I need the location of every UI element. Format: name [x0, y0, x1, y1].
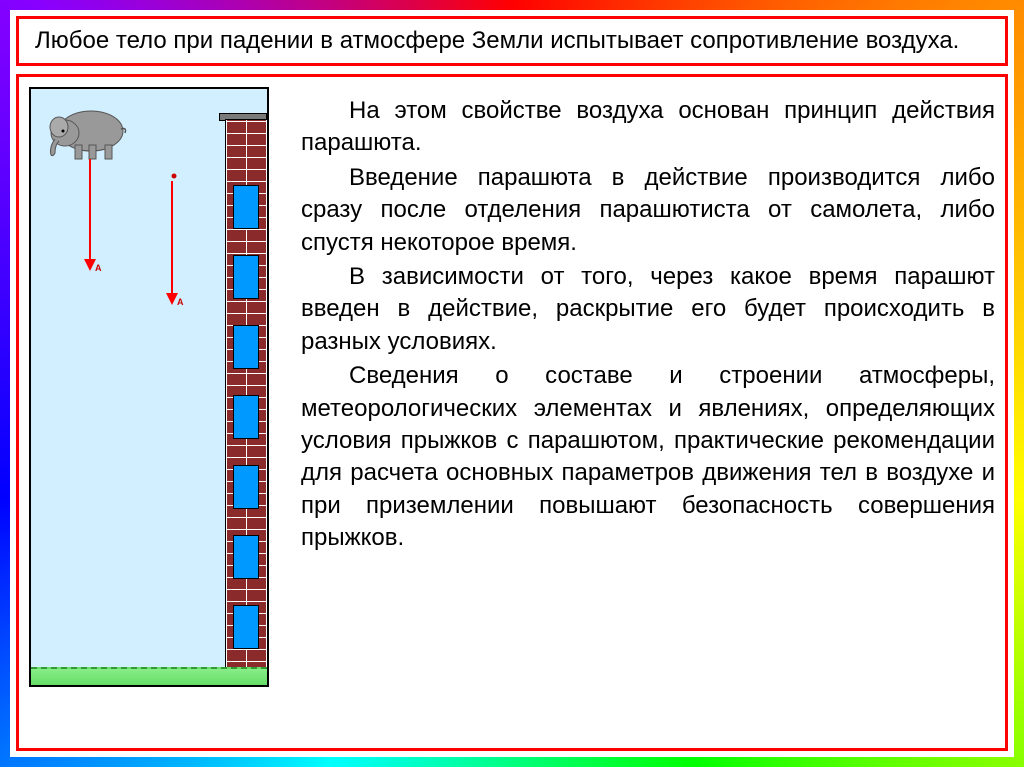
paragraph: Введение парашюта в действие производитс…: [301, 162, 995, 259]
main-content: A A На этом свойстве воздуха основан при…: [16, 74, 1008, 751]
header-box: Любое тело при падении в атмосфере Земли…: [16, 16, 1008, 66]
building-window: [233, 185, 259, 229]
arrow-label: A: [95, 263, 102, 273]
arrow-label: A: [177, 297, 184, 307]
header-text: Любое тело при падении в атмосфере Земли…: [35, 27, 959, 54]
building-window: [233, 325, 259, 369]
fall-arrow: A: [171, 181, 173, 303]
slide-frame: Любое тело при падении в атмосфере Земли…: [0, 0, 1024, 767]
elephant-icon: [41, 103, 131, 163]
building-window: [233, 395, 259, 439]
fall-arrow: A: [89, 159, 91, 269]
paragraph: На этом свойстве воздуха основан принцип…: [301, 95, 995, 160]
slide-content: Любое тело при падении в атмосфере Земли…: [10, 10, 1014, 757]
physics-diagram: A A: [29, 87, 269, 687]
building-window: [233, 465, 259, 509]
body-text: На этом свойстве воздуха основан принцип…: [301, 87, 995, 738]
paragraph: В зависимости от того, через какое время…: [301, 261, 995, 358]
ground: [31, 667, 267, 685]
paragraph: Сведения о составе и строении атмосферы,…: [301, 360, 995, 554]
building-window: [233, 255, 259, 299]
building-window: [233, 535, 259, 579]
ball-icon: [171, 173, 177, 179]
building-window: [233, 605, 259, 649]
